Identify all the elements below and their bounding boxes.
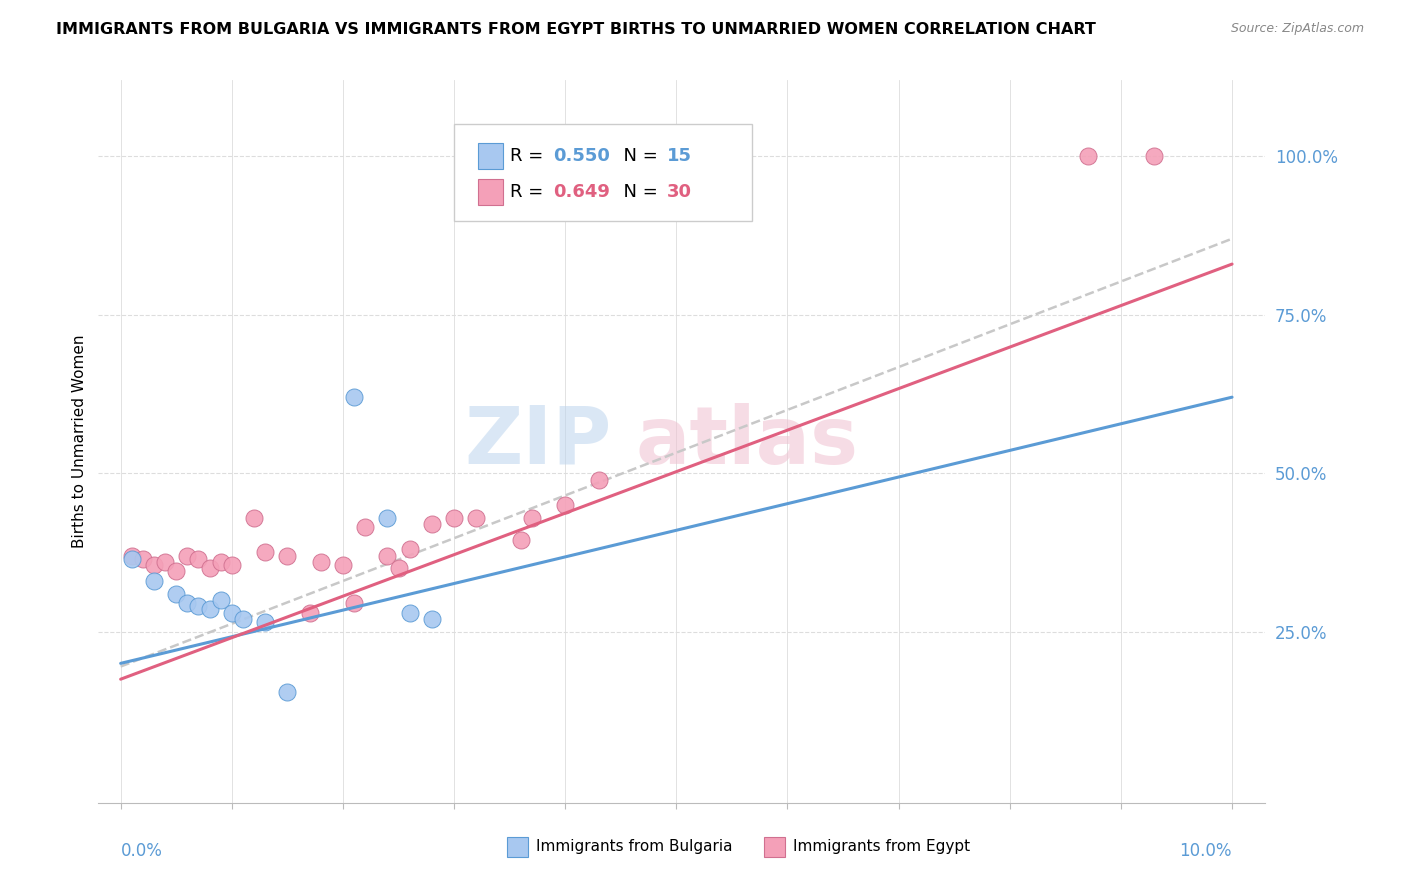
Text: R =: R = — [510, 147, 550, 165]
Text: 0.649: 0.649 — [554, 183, 610, 202]
FancyBboxPatch shape — [454, 124, 752, 221]
Text: atlas: atlas — [636, 402, 858, 481]
Point — [243, 510, 266, 524]
Text: 0.550: 0.550 — [554, 147, 610, 165]
Point — [377, 510, 399, 524]
Point — [309, 555, 332, 569]
Text: Immigrants from Egypt: Immigrants from Egypt — [793, 838, 970, 854]
Text: 30: 30 — [666, 183, 692, 202]
Bar — [478, 143, 503, 169]
Point — [377, 549, 399, 563]
Point — [588, 473, 610, 487]
Point — [209, 555, 232, 569]
Point — [254, 615, 277, 630]
Point — [343, 596, 366, 610]
Text: Immigrants from Bulgaria: Immigrants from Bulgaria — [536, 838, 733, 854]
Point — [509, 533, 531, 547]
Point — [443, 510, 465, 524]
Text: ZIP: ZIP — [464, 402, 612, 481]
Point — [121, 551, 143, 566]
Text: N =: N = — [612, 183, 664, 202]
Text: N =: N = — [612, 147, 664, 165]
Point — [232, 612, 254, 626]
Bar — [478, 179, 503, 205]
Point — [143, 558, 166, 573]
Point — [176, 596, 198, 610]
Point — [1077, 149, 1099, 163]
Point — [198, 602, 221, 616]
Point — [143, 574, 166, 588]
Point — [187, 551, 209, 566]
Point — [198, 561, 221, 575]
Text: 10.0%: 10.0% — [1180, 842, 1232, 860]
Y-axis label: Births to Unmarried Women: Births to Unmarried Women — [72, 334, 87, 549]
Point — [465, 510, 488, 524]
Point — [221, 606, 243, 620]
Bar — [763, 837, 785, 857]
Text: 0.0%: 0.0% — [121, 842, 163, 860]
Point — [398, 542, 420, 557]
Text: R =: R = — [510, 183, 550, 202]
Point — [354, 520, 377, 534]
Point — [165, 565, 187, 579]
Point — [276, 549, 298, 563]
Point — [132, 551, 155, 566]
Point — [420, 516, 443, 531]
Point — [398, 606, 420, 620]
Point — [165, 587, 187, 601]
Point — [221, 558, 243, 573]
Text: IMMIGRANTS FROM BULGARIA VS IMMIGRANTS FROM EGYPT BIRTHS TO UNMARRIED WOMEN CORR: IMMIGRANTS FROM BULGARIA VS IMMIGRANTS F… — [56, 22, 1097, 37]
Point — [332, 558, 354, 573]
Point — [520, 510, 543, 524]
Point — [153, 555, 176, 569]
Point — [554, 498, 576, 512]
Point — [176, 549, 198, 563]
Point — [387, 561, 409, 575]
Bar — [508, 837, 527, 857]
Point — [298, 606, 321, 620]
Point — [121, 549, 143, 563]
Point — [1143, 149, 1166, 163]
Point — [276, 685, 298, 699]
Text: 15: 15 — [666, 147, 692, 165]
Point — [343, 390, 366, 404]
Point — [254, 545, 277, 559]
Text: Source: ZipAtlas.com: Source: ZipAtlas.com — [1230, 22, 1364, 36]
Point — [187, 599, 209, 614]
Point — [420, 612, 443, 626]
Point — [209, 593, 232, 607]
